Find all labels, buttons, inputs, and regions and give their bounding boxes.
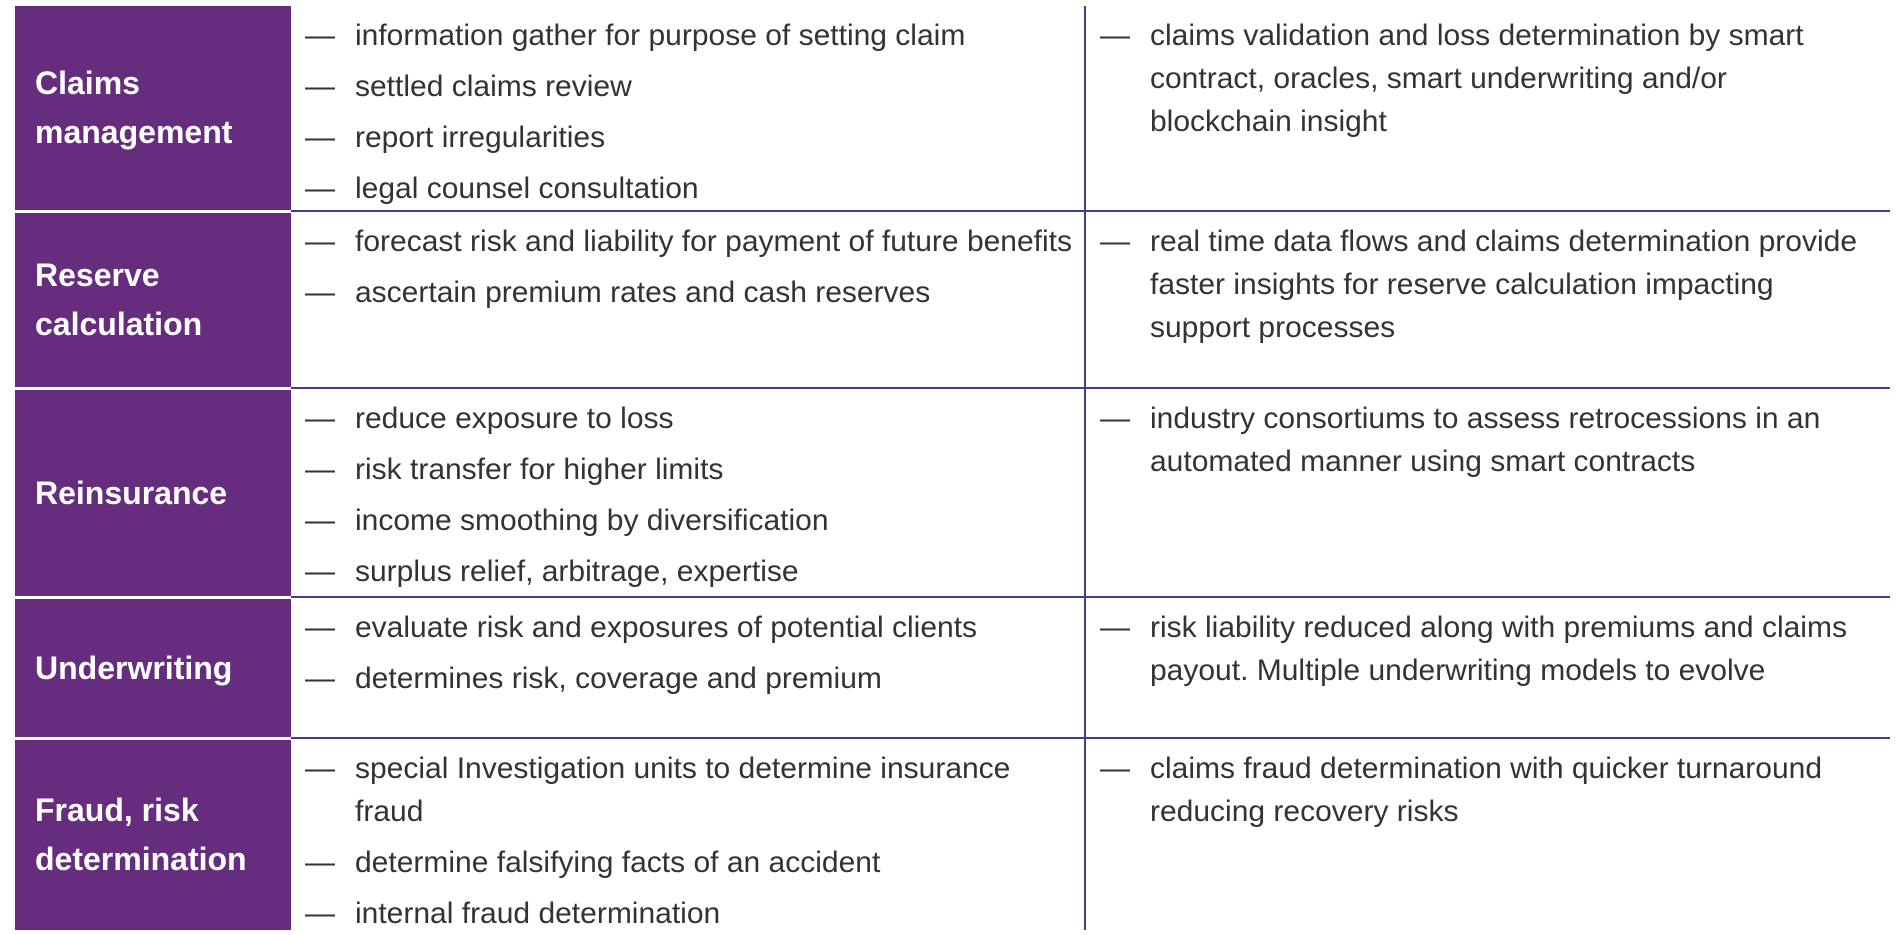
list-item: — settled claims review bbox=[291, 65, 1084, 108]
current-practice-cell: — information gather for purpose of setti… bbox=[291, 6, 1086, 210]
current-practice-cell: — forecast risk and liability for payment… bbox=[291, 210, 1086, 387]
row-label-text: Reinsurance bbox=[35, 474, 228, 511]
list-item: — claims fraud determination with quicker… bbox=[1086, 747, 1870, 833]
row-label-text: Claims management bbox=[35, 65, 233, 150]
table-row-claims-management: Claims management — information gather fo… bbox=[15, 6, 1890, 210]
list-item-text: surplus relief, arbitrage, expertise bbox=[355, 555, 799, 588]
current-practice-cell: — special Investigation units to determin… bbox=[291, 737, 1086, 930]
row-label-text: Fraud, risk determination bbox=[35, 792, 247, 877]
future-list: — risk liability reduced along with premi… bbox=[1086, 598, 1890, 692]
dash-icon: — bbox=[1100, 402, 1130, 435]
future-list: — real time data flows and claims determi… bbox=[1086, 212, 1890, 349]
list-item-text: reduce exposure to loss bbox=[355, 402, 674, 435]
dash-icon: — bbox=[1100, 225, 1130, 258]
future-state-cell: — real time data flows and claims determi… bbox=[1086, 210, 1890, 387]
list-item: — reduce exposure to loss bbox=[291, 397, 1084, 440]
list-item: — information gather for purpose of setti… bbox=[291, 14, 1084, 57]
list-item-text: determine falsifying facts of an acciden… bbox=[355, 846, 881, 879]
list-item: — industry consortiums to assess retroces… bbox=[1086, 397, 1870, 483]
row-label: Claims management bbox=[15, 6, 291, 210]
dash-icon: — bbox=[305, 846, 335, 879]
future-state-cell: — risk liability reduced along with premi… bbox=[1086, 596, 1890, 737]
future-list: — claims validation and loss determinatio… bbox=[1086, 6, 1890, 143]
list-item-text: risk transfer for higher limits bbox=[355, 453, 724, 486]
dash-icon: — bbox=[305, 172, 335, 205]
current-list: — special Investigation units to determin… bbox=[291, 739, 1084, 935]
list-item-text: determines risk, coverage and premium bbox=[355, 662, 882, 695]
comparison-table: Claims management — information gather fo… bbox=[15, 6, 1890, 930]
current-practice-cell: — reduce exposure to loss — risk transfer … bbox=[291, 387, 1086, 596]
list-item-text: legal counsel consultation bbox=[355, 172, 699, 205]
list-item: — report irregularities bbox=[291, 116, 1084, 159]
list-item-text: special Investigation units to determine… bbox=[355, 752, 1011, 828]
current-list: — forecast risk and liability for payment… bbox=[291, 212, 1084, 314]
list-item-text: industry consortiums to assess retrocess… bbox=[1150, 402, 1821, 478]
future-state-cell: — industry consortiums to assess retroces… bbox=[1086, 387, 1890, 596]
dash-icon: — bbox=[1100, 752, 1130, 785]
row-label: Reinsurance bbox=[15, 390, 291, 596]
row-label: Fraud, risk determination bbox=[15, 740, 291, 930]
dash-icon: — bbox=[305, 225, 335, 258]
dash-icon: — bbox=[305, 555, 335, 588]
dash-icon: — bbox=[305, 662, 335, 695]
list-item-text: settled claims review bbox=[355, 70, 632, 103]
list-item: — special Investigation units to determin… bbox=[291, 747, 1084, 833]
future-list: — claims fraud determination with quicker… bbox=[1086, 739, 1890, 833]
dash-icon: — bbox=[305, 276, 335, 309]
list-item-text: real time data flows and claims determin… bbox=[1150, 225, 1858, 344]
current-list: — information gather for purpose of setti… bbox=[291, 6, 1084, 210]
list-item-text: forecast risk and liability for payment … bbox=[355, 225, 1073, 258]
list-item-text: claims validation and loss determination… bbox=[1150, 19, 1804, 138]
current-list: — reduce exposure to loss — risk transfer … bbox=[291, 389, 1084, 593]
table-row-fraud-risk-determination: Fraud, risk determination — special Inves… bbox=[15, 737, 1890, 930]
dash-icon: — bbox=[305, 504, 335, 537]
list-item: — income smoothing by diversification bbox=[291, 499, 1084, 542]
current-list: — evaluate risk and exposures of potentia… bbox=[291, 598, 1084, 700]
dash-icon: — bbox=[305, 121, 335, 154]
list-item: — determine falsifying facts of an accide… bbox=[291, 841, 1084, 884]
list-item: — claims validation and loss determinatio… bbox=[1086, 14, 1870, 143]
list-item: — determines risk, coverage and premium bbox=[291, 657, 1084, 700]
list-item-text: report irregularities bbox=[355, 121, 606, 154]
table-row-underwriting: Underwriting — evaluate risk and exposure… bbox=[15, 596, 1890, 737]
list-item-text: information gather for purpose of settin… bbox=[355, 19, 966, 52]
list-item-text: internal fraud determination bbox=[355, 897, 721, 930]
list-item-text: ascertain premium rates and cash reserve… bbox=[355, 276, 931, 309]
dash-icon: — bbox=[1100, 19, 1130, 52]
row-label: Underwriting bbox=[15, 599, 291, 737]
table-row-reinsurance: Reinsurance — reduce exposure to loss — ri… bbox=[15, 387, 1890, 596]
list-item: — internal fraud determination bbox=[291, 892, 1084, 935]
future-state-cell: — claims validation and loss determinatio… bbox=[1086, 6, 1890, 210]
dash-icon: — bbox=[305, 19, 335, 52]
row-label: Reserve calculation bbox=[15, 213, 291, 387]
list-item: — risk transfer for higher limits bbox=[291, 448, 1084, 491]
list-item: — real time data flows and claims determi… bbox=[1086, 220, 1870, 349]
dash-icon: — bbox=[305, 70, 335, 103]
list-item-text: claims fraud determination with quicker … bbox=[1150, 752, 1822, 828]
list-item-text: income smoothing by diversification bbox=[355, 504, 829, 537]
list-item: — forecast risk and liability for payment… bbox=[291, 220, 1084, 263]
dash-icon: — bbox=[305, 752, 335, 785]
list-item-text: evaluate risk and exposures of potential… bbox=[355, 611, 978, 644]
future-state-cell: — claims fraud determination with quicker… bbox=[1086, 737, 1890, 930]
list-item: — ascertain premium rates and cash reserv… bbox=[291, 271, 1084, 314]
dash-icon: — bbox=[305, 897, 335, 930]
table-row-reserve-calculation: Reserve calculation — forecast risk and l… bbox=[15, 210, 1890, 387]
future-list: — industry consortiums to assess retroces… bbox=[1086, 389, 1890, 483]
dash-icon: — bbox=[305, 453, 335, 486]
row-label-text: Underwriting bbox=[35, 649, 233, 686]
dash-icon: — bbox=[1100, 611, 1130, 644]
list-item: — legal counsel consultation bbox=[291, 167, 1084, 210]
current-practice-cell: — evaluate risk and exposures of potentia… bbox=[291, 596, 1086, 737]
row-label-text: Reserve calculation bbox=[35, 257, 203, 342]
dash-icon: — bbox=[305, 402, 335, 435]
list-item-text: risk liability reduced along with premiu… bbox=[1150, 611, 1847, 687]
dash-icon: — bbox=[305, 611, 335, 644]
list-item: — evaluate risk and exposures of potentia… bbox=[291, 606, 1084, 649]
list-item: — surplus relief, arbitrage, expertise bbox=[291, 550, 1084, 593]
list-item: — risk liability reduced along with premi… bbox=[1086, 606, 1870, 692]
